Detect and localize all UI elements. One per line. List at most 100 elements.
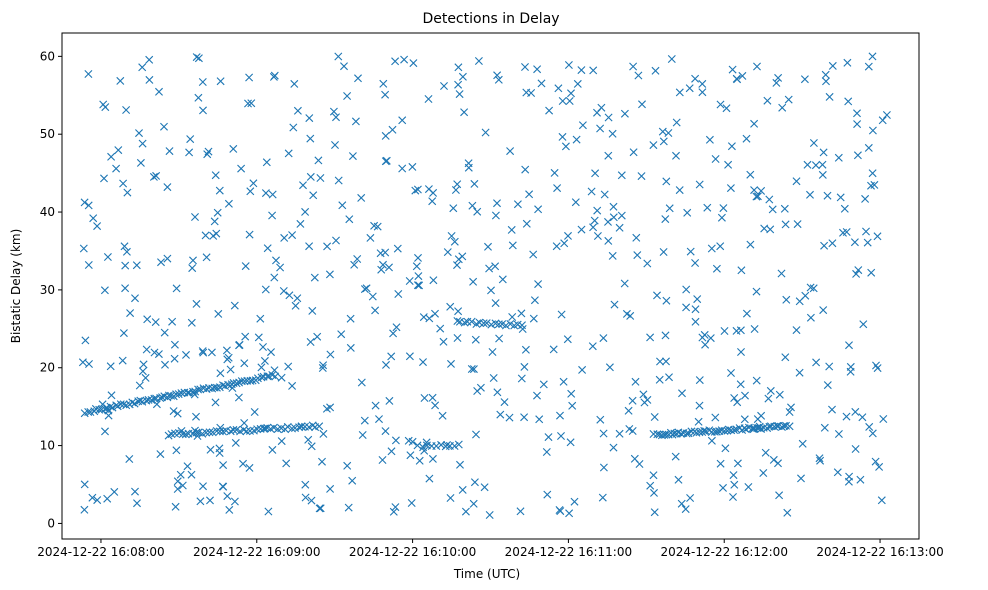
detection-marker bbox=[163, 254, 172, 263]
detection-marker bbox=[88, 493, 97, 502]
detection-marker bbox=[774, 73, 783, 82]
detection-marker bbox=[108, 403, 117, 412]
detection-marker bbox=[589, 223, 598, 232]
detection-marker bbox=[206, 445, 215, 454]
detection-marker bbox=[561, 142, 570, 151]
detection-marker bbox=[604, 217, 612, 226]
detection-marker bbox=[809, 284, 818, 293]
detection-marker bbox=[381, 90, 390, 99]
detection-marker bbox=[288, 381, 297, 390]
detection-marker bbox=[853, 109, 861, 118]
detection-marker bbox=[665, 204, 674, 213]
detection-marker bbox=[245, 463, 254, 472]
detection-marker bbox=[398, 116, 407, 125]
detection-marker bbox=[568, 401, 577, 410]
detection-marker bbox=[100, 174, 108, 183]
detection-marker bbox=[823, 381, 832, 390]
detection-marker bbox=[785, 422, 794, 431]
detection-marker bbox=[130, 399, 139, 408]
detection-marker bbox=[150, 348, 159, 357]
detection-marker bbox=[736, 326, 745, 335]
detection-marker bbox=[163, 183, 172, 192]
detection-marker bbox=[419, 358, 427, 367]
detection-marker bbox=[443, 441, 451, 449]
detection-marker bbox=[662, 177, 671, 186]
detection-marker bbox=[297, 422, 306, 431]
detection-marker bbox=[431, 401, 440, 410]
detection-marker bbox=[720, 327, 729, 335]
detection-marker bbox=[326, 350, 335, 359]
detection-marker bbox=[535, 415, 544, 424]
y-axis-label: Bistatic Delay (km) bbox=[9, 229, 23, 344]
detection-marker bbox=[685, 84, 694, 93]
detection-marker bbox=[571, 198, 580, 207]
detection-marker bbox=[138, 367, 147, 376]
detection-marker bbox=[391, 57, 400, 66]
y-tick-label: 40 bbox=[40, 205, 55, 219]
detection-marker bbox=[599, 463, 608, 472]
detection-marker bbox=[861, 194, 870, 203]
detection-marker bbox=[656, 357, 664, 366]
detection-marker bbox=[226, 365, 235, 374]
detection-marker bbox=[131, 294, 139, 303]
detection-marker bbox=[392, 323, 401, 332]
detection-marker bbox=[782, 295, 791, 304]
detection-marker bbox=[637, 172, 646, 181]
detection-marker bbox=[331, 141, 339, 149]
detection-marker bbox=[521, 63, 529, 71]
detection-marker bbox=[316, 174, 325, 182]
detection-marker bbox=[203, 150, 212, 159]
detection-marker bbox=[693, 295, 702, 304]
detection-marker bbox=[844, 97, 853, 106]
detection-marker bbox=[733, 398, 742, 407]
x-tick-label: 2024-12-22 16:09:00 bbox=[193, 545, 320, 559]
detection-marker bbox=[428, 393, 437, 402]
detection-marker bbox=[450, 442, 459, 450]
detection-marker bbox=[600, 190, 609, 199]
detection-marker bbox=[454, 440, 463, 449]
detection-marker bbox=[825, 362, 834, 371]
detection-marker bbox=[206, 496, 214, 505]
detection-marker bbox=[343, 461, 352, 470]
detection-marker bbox=[698, 79, 707, 88]
detection-marker bbox=[573, 79, 582, 88]
detection-marker bbox=[187, 470, 196, 479]
detection-marker bbox=[628, 427, 637, 435]
detection-marker bbox=[142, 345, 151, 354]
detection-marker bbox=[261, 424, 270, 433]
detection-marker bbox=[724, 160, 733, 169]
detection-marker bbox=[508, 313, 517, 321]
detection-marker bbox=[210, 217, 219, 226]
detection-marker bbox=[398, 164, 407, 173]
detection-marker bbox=[479, 319, 488, 328]
detection-marker bbox=[518, 325, 527, 333]
detection-marker bbox=[254, 333, 263, 342]
detection-marker bbox=[80, 198, 89, 207]
detection-marker bbox=[353, 255, 362, 263]
detection-marker bbox=[608, 129, 617, 138]
detection-marker bbox=[358, 431, 367, 439]
detection-marker bbox=[219, 461, 228, 470]
detection-marker bbox=[753, 192, 762, 201]
detection-marker bbox=[106, 362, 115, 371]
detection-marker bbox=[360, 416, 369, 425]
detection-marker bbox=[245, 73, 254, 82]
detection-marker bbox=[443, 248, 452, 257]
detection-marker bbox=[446, 494, 455, 502]
detection-marker bbox=[284, 362, 293, 371]
detection-marker bbox=[313, 332, 322, 341]
detection-marker bbox=[722, 104, 731, 113]
detection-marker bbox=[263, 372, 272, 381]
detection-marker bbox=[131, 487, 139, 496]
detection-marker bbox=[840, 204, 849, 213]
detection-marker bbox=[114, 146, 123, 155]
detection-marker bbox=[246, 187, 255, 196]
detection-marker bbox=[216, 423, 225, 432]
detection-marker bbox=[270, 71, 279, 80]
detection-marker bbox=[145, 75, 154, 84]
detection-marker bbox=[605, 363, 614, 372]
detection-marker bbox=[440, 82, 448, 90]
detection-marker bbox=[345, 215, 354, 224]
detection-marker bbox=[381, 131, 390, 140]
detection-marker bbox=[873, 232, 882, 241]
